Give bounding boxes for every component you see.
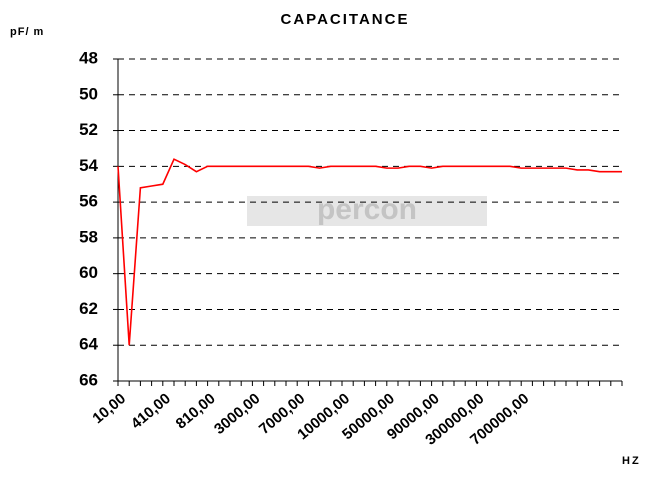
- y-tick-label: 54: [79, 156, 98, 175]
- y-tick-label: 62: [79, 299, 98, 318]
- y-tick-label: 56: [79, 192, 98, 211]
- chart-title: CAPACITANCE: [281, 11, 410, 28]
- watermark: percon: [317, 193, 417, 226]
- x-tick-label: 410,00: [128, 390, 174, 433]
- watermark-box: [247, 196, 487, 226]
- y-tick-label: 66: [79, 370, 98, 389]
- y-tick-label: 52: [79, 120, 98, 139]
- y-tick-label: 50: [79, 84, 98, 103]
- x-axis-label: HZ: [622, 455, 641, 467]
- y-axis-label: pF/ m: [10, 26, 44, 38]
- x-tick-label: 3000,00: [211, 390, 263, 438]
- y-tick-label: 64: [79, 335, 98, 354]
- y-tick-label: 60: [79, 263, 98, 282]
- y-tick-label: 58: [79, 227, 98, 246]
- y-tick-label: 48: [79, 48, 98, 67]
- line: [117, 158, 622, 346]
- x-tick-label: 10,00: [89, 390, 129, 427]
